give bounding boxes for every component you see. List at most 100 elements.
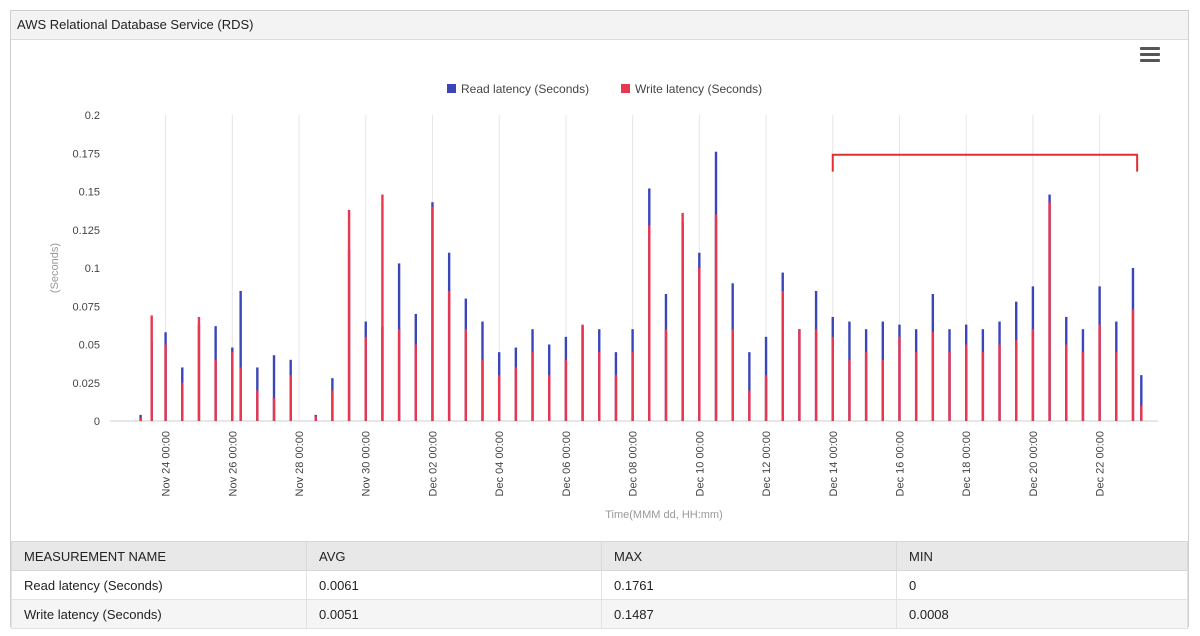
- x-tick-label: Nov 26 00:00: [227, 431, 239, 496]
- write-latency-bar: [1032, 329, 1034, 421]
- write-latency-bar: [715, 214, 717, 421]
- legend-label: Read latency (Seconds): [461, 82, 589, 96]
- write-latency-bar: [531, 352, 533, 421]
- header-min: MIN: [897, 542, 1188, 571]
- x-tick-label: Dec 18 00:00: [961, 431, 973, 496]
- write-latency-bar: [731, 329, 733, 421]
- header-measurement-name: MEASUREMENT NAME: [12, 542, 307, 571]
- row-avg: 0.0061: [307, 571, 602, 600]
- row-avg: 0.0051: [307, 600, 602, 629]
- write-latency-bar: [315, 416, 317, 421]
- write-latency-bar: [748, 390, 750, 421]
- write-latency-bar: [331, 390, 333, 421]
- y-tick-label: 0.075: [72, 301, 100, 313]
- legend-swatch: [447, 84, 456, 93]
- write-latency-bar: [581, 325, 583, 421]
- write-latency-bar: [631, 352, 633, 421]
- write-latency-bar: [965, 345, 967, 422]
- write-latency-bar: [381, 195, 383, 421]
- write-latency-bar: [665, 329, 667, 421]
- y-tick-label: 0.1: [85, 263, 100, 275]
- legend-label: Write latency (Seconds): [635, 82, 762, 96]
- write-latency-bar: [431, 207, 433, 421]
- write-latency-bar: [615, 375, 617, 421]
- write-latency-bar: [348, 210, 350, 421]
- x-tick-label: Dec 16 00:00: [894, 431, 906, 496]
- x-tick-label: Dec 22 00:00: [1095, 431, 1107, 496]
- write-latency-bar: [365, 337, 367, 421]
- write-latency-bar: [164, 345, 166, 422]
- annotation-bracket: [833, 155, 1137, 172]
- write-latency-bar: [598, 352, 600, 421]
- x-tick-label: Dec 14 00:00: [828, 431, 840, 496]
- write-latency-bar: [548, 375, 550, 421]
- write-latency-bar: [681, 213, 683, 421]
- rds-panel: AWS Relational Database Service (RDS) 0.…: [10, 10, 1189, 627]
- write-latency-bar: [181, 383, 183, 421]
- write-latency-bar: [848, 360, 850, 421]
- x-tick-label: Dec 06 00:00: [561, 431, 573, 496]
- write-latency-bar: [1065, 345, 1067, 422]
- write-latency-bar: [214, 360, 216, 421]
- y-tick-label: 0.125: [72, 225, 100, 237]
- write-latency-bar: [1015, 340, 1017, 421]
- write-latency-bar: [139, 418, 141, 421]
- table-header-row: MEASUREMENT NAME AVG MAX MIN: [12, 542, 1188, 571]
- write-latency-bar: [998, 345, 1000, 422]
- write-latency-bar: [1140, 406, 1142, 421]
- write-latency-bar: [565, 360, 567, 421]
- table-row: Read latency (Seconds) 0.0061 0.1761 0: [12, 571, 1188, 600]
- write-latency-bar: [515, 367, 517, 421]
- write-latency-bar: [832, 337, 834, 421]
- y-tick-label: 0: [94, 416, 100, 428]
- write-latency-bar: [932, 332, 934, 421]
- write-latency-bar: [798, 329, 800, 421]
- write-latency-bar: [415, 345, 417, 422]
- x-tick-label: Nov 28 00:00: [294, 431, 306, 496]
- write-latency-bar: [1048, 202, 1050, 421]
- write-latency-bar: [150, 315, 152, 421]
- write-latency-bar: [698, 268, 700, 421]
- write-latency-bar: [198, 317, 200, 421]
- table-row: Write latency (Seconds) 0.0051 0.1487 0.…: [12, 600, 1188, 629]
- row-max: 0.1761: [602, 571, 897, 600]
- x-tick-label: Dec 12 00:00: [761, 431, 773, 496]
- row-name: Write latency (Seconds): [12, 600, 307, 629]
- x-tick-label: Dec 04 00:00: [494, 431, 506, 496]
- header-avg: AVG: [307, 542, 602, 571]
- x-tick-label: Dec 20 00:00: [1028, 431, 1040, 496]
- metrics-table: MEASUREMENT NAME AVG MAX MIN Read latenc…: [11, 541, 1188, 629]
- write-latency-bar: [898, 337, 900, 421]
- write-latency-bar: [1082, 352, 1084, 421]
- y-tick-label: 0.175: [72, 148, 100, 160]
- write-latency-bar: [1115, 352, 1117, 421]
- write-latency-bar: [648, 225, 650, 421]
- write-latency-bar: [481, 360, 483, 421]
- y-axis-title: (Seconds): [49, 243, 61, 293]
- x-tick-label: Dec 02 00:00: [427, 431, 439, 496]
- write-latency-bar: [398, 329, 400, 421]
- y-tick-label: 0.15: [79, 187, 100, 199]
- x-tick-label: Nov 24 00:00: [161, 431, 173, 496]
- write-latency-bar: [1098, 325, 1100, 421]
- write-latency-bar: [448, 291, 450, 421]
- hamburger-menu-icon[interactable]: [1140, 47, 1160, 65]
- x-tick-label: Nov 30 00:00: [361, 431, 373, 496]
- latency-chart: 0.2 0.175 0.15 0.125 0.1 0.075 0.05 0.025 0 Nov 2…: [11, 11, 1188, 531]
- header-max: MAX: [602, 542, 897, 571]
- write-latency-bar: [273, 398, 275, 421]
- write-latency-bar: [289, 375, 291, 421]
- write-latency-bar: [465, 329, 467, 421]
- write-latency-bar: [865, 352, 867, 421]
- write-latency-bar: [915, 352, 917, 421]
- write-latency-bar: [982, 352, 984, 421]
- x-tick-label: Dec 08 00:00: [628, 431, 640, 496]
- x-axis-title: Time(MMM dd, HH:mm): [605, 509, 723, 521]
- legend-swatch: [621, 84, 630, 93]
- row-max: 0.1487: [602, 600, 897, 629]
- write-latency-bar: [231, 352, 233, 421]
- write-latency-bar: [256, 390, 258, 421]
- write-latency-bar: [882, 360, 884, 421]
- write-latency-bar: [239, 367, 241, 421]
- write-latency-bar: [782, 291, 784, 421]
